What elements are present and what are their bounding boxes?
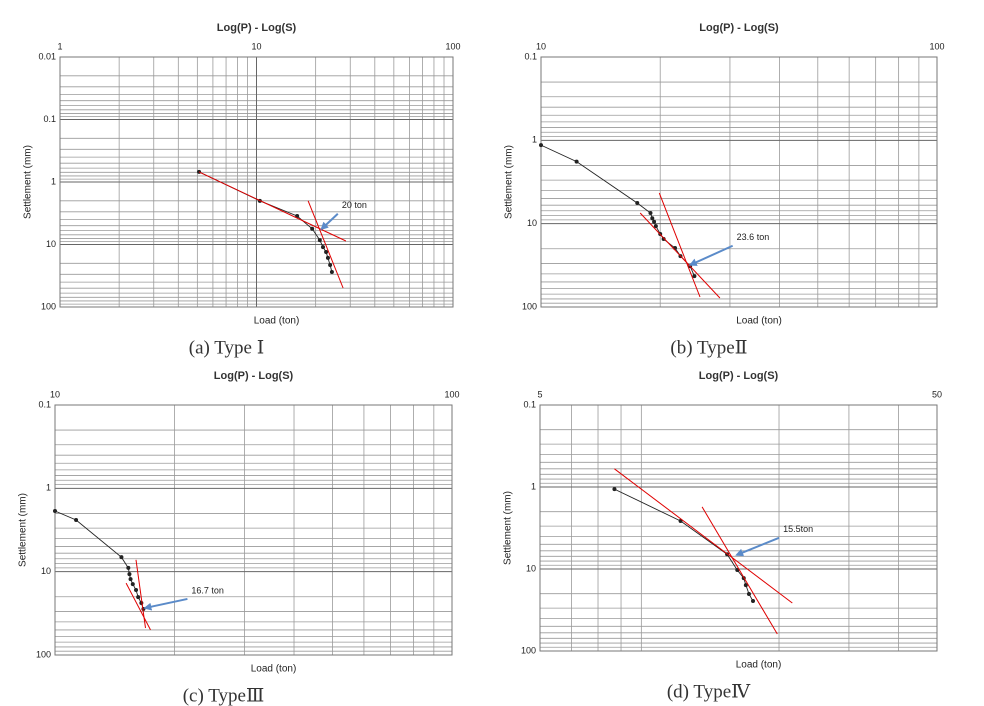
data-point — [321, 245, 326, 250]
data-point — [648, 211, 653, 216]
y-tick-label: 1 — [46, 483, 51, 493]
data-point — [612, 487, 617, 492]
y-tick-label: 10 — [46, 239, 56, 249]
y-axis-label: Settlement (mm) — [23, 145, 34, 219]
y-tick-label: 100 — [522, 301, 537, 311]
data-point — [136, 595, 141, 600]
x-tick-label: 10 — [50, 389, 60, 399]
y-tick-label: 1 — [531, 481, 536, 491]
series-line — [198, 171, 333, 273]
caption: (a) Type Ⅰ — [189, 337, 264, 358]
y-tick-label: 100 — [521, 645, 536, 655]
data-point — [539, 143, 543, 148]
x-axis-label: Load (ton) — [251, 664, 297, 675]
series-line — [614, 488, 754, 602]
series-line — [307, 200, 344, 289]
data-point — [119, 555, 124, 560]
data-point — [574, 159, 579, 164]
y-tick-label: 10 — [526, 563, 536, 573]
y-tick-label: 100 — [36, 649, 51, 659]
series-line — [54, 510, 144, 610]
data-point — [650, 216, 655, 221]
chart-title: Log(P) - Log(S) — [699, 22, 779, 34]
x-axis-label: Load (ton) — [736, 316, 782, 327]
data-point — [743, 583, 748, 588]
data-point — [317, 238, 322, 243]
series-line — [639, 212, 721, 299]
caption: (c) TypeⅢ — [183, 685, 265, 706]
x-tick-label: 10 — [251, 41, 261, 51]
data-point — [328, 263, 333, 268]
data-point — [127, 572, 132, 577]
series-line — [614, 468, 793, 604]
x-tick-label: 100 — [444, 389, 459, 399]
data-point — [661, 237, 666, 242]
y-axis-label: Settlement (mm) — [503, 491, 514, 565]
series-line — [701, 506, 778, 635]
y-tick-label: 1 — [532, 135, 537, 145]
data-point — [126, 565, 131, 570]
series-line — [658, 192, 701, 298]
y-tick-label: 0.1 — [523, 399, 536, 409]
annotation-arrow — [688, 244, 734, 266]
y-tick-label: 10 — [527, 218, 537, 228]
x-tick-label: 100 — [445, 41, 460, 51]
data-point — [310, 226, 315, 231]
data-point — [635, 201, 640, 206]
data-point — [130, 582, 135, 587]
plot-border — [540, 56, 938, 308]
plot-border — [539, 404, 938, 652]
annotation: 16.7 ton — [191, 585, 224, 595]
caption: (d) TypeⅣ — [667, 681, 751, 702]
data-point — [324, 250, 329, 255]
y-tick-label: 0.1 — [43, 114, 56, 124]
data-point — [295, 214, 300, 219]
chart-title: Log(P) - Log(S) — [699, 370, 779, 382]
y-tick-label: 100 — [41, 301, 56, 311]
annotation: 15.5ton — [783, 524, 813, 534]
y-axis-label: Settlement (mm) — [504, 145, 515, 219]
data-point — [735, 568, 740, 573]
plot-border — [54, 404, 453, 656]
data-point — [325, 255, 330, 260]
y-tick-label: 1 — [51, 176, 56, 186]
data-point — [74, 518, 79, 523]
annotation-arrow — [735, 536, 780, 557]
x-axis-label: Load (ton) — [736, 660, 782, 671]
data-point — [746, 592, 751, 597]
y-axis-label: Settlement (mm) — [18, 493, 29, 567]
y-tick-label: 10 — [41, 566, 51, 576]
x-tick-label: 50 — [932, 389, 942, 399]
data-point — [53, 508, 57, 513]
x-tick-label: 100 — [929, 41, 944, 51]
caption: (b) TypeⅡ — [670, 337, 747, 358]
annotation-arrow — [320, 212, 339, 231]
y-tick-label: 0.1 — [38, 399, 51, 409]
data-point — [653, 224, 658, 229]
x-axis-label: Load (ton) — [254, 316, 300, 327]
data-point — [652, 219, 657, 224]
x-tick-label: 10 — [536, 41, 546, 51]
data-point — [128, 577, 133, 582]
annotation-arrow — [143, 597, 188, 611]
y-tick-label: 0.1 — [524, 51, 537, 61]
data-point — [329, 269, 334, 274]
data-point — [692, 274, 697, 279]
y-tick-label: 0.01 — [38, 51, 56, 61]
chart-title: Log(P) - Log(S) — [214, 370, 294, 382]
plot-border — [59, 56, 454, 308]
data-point — [751, 599, 756, 604]
chart-title: Log(P) - Log(S) — [217, 22, 297, 34]
x-tick-label: 5 — [537, 389, 542, 399]
annotation: 23.6 ton — [737, 232, 770, 242]
annotation: 20 ton — [342, 200, 367, 210]
data-point — [134, 588, 139, 593]
x-tick-label: 1 — [57, 41, 62, 51]
series-line — [125, 582, 151, 631]
